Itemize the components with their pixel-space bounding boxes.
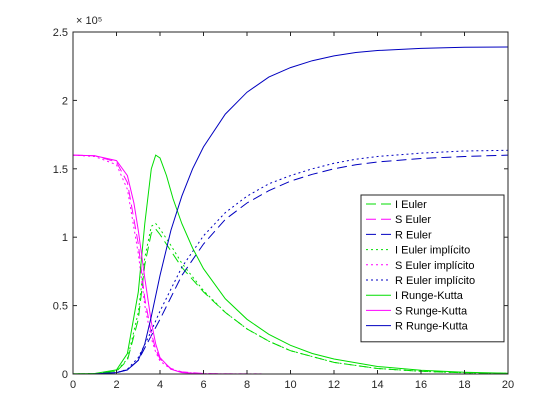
x-tick-label: 2 [113, 379, 119, 391]
legend: I Euler S Euler R Euler I Euler implícito S … [360, 194, 505, 343]
x-tick-label: 4 [157, 379, 163, 391]
legend-label: I Runge-Kutta [395, 290, 464, 302]
axes-layer: 0 2 4 6 8 10 12 14 16 18 20 0 0.5 1 1.5 2 2.5 [53, 27, 514, 391]
series-line-9 [72, 46, 509, 375]
legend-label: I Euler [395, 199, 427, 211]
x-tick-label: 8 [244, 379, 250, 391]
y-exponent-label: × 10⁵ [76, 15, 102, 27]
series-line-3 [72, 154, 509, 375]
x-tick-label: 12 [328, 379, 340, 391]
legend-label: S Euler implícito [395, 260, 474, 272]
y-tick-label: 0 [62, 369, 68, 381]
x-tick-label: 0 [70, 379, 76, 391]
x-tick-label: 14 [371, 379, 383, 391]
series-line-4 [72, 222, 509, 375]
y-tick-label: 2 [62, 95, 68, 107]
series-line-7 [72, 154, 509, 375]
y-tick-label: 1 [62, 232, 68, 244]
y-tick-label: 1.5 [53, 164, 68, 176]
y-tick-label: 0.5 [53, 301, 68, 313]
x-tick-label: 6 [200, 379, 206, 391]
legend-label: R Runge-Kutta [395, 321, 469, 333]
x-tick-label: 16 [415, 379, 427, 391]
legend-label: R Euler [395, 229, 432, 241]
legend-label: R Euler implícito [395, 275, 475, 287]
legend-label: S Runge-Kutta [395, 305, 468, 317]
series-line-2 [72, 154, 508, 375]
x-tick-label: 20 [502, 379, 514, 391]
x-tick-label: 18 [458, 379, 470, 391]
x-tick-label: 10 [284, 379, 296, 391]
legend-label: I Euler implícito [395, 245, 470, 257]
legend-label: S Euler [395, 214, 431, 226]
y-tick-label: 2.5 [53, 27, 68, 39]
